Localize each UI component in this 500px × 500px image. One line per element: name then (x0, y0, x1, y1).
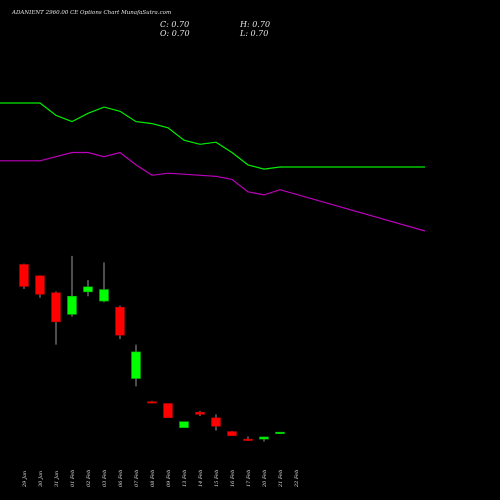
x-tick-label: 22 Feb (294, 470, 300, 488)
candle-10 (179, 421, 189, 428)
x-tick-label: 07 Feb (134, 470, 140, 487)
candle-body-down (163, 403, 173, 419)
x-tick-label: 03 Feb (102, 470, 108, 487)
candle-body-up (83, 286, 93, 293)
candle-8 (147, 400, 157, 404)
candle-1 (35, 275, 45, 298)
candle-16 (275, 431, 285, 434)
candle-0 (19, 263, 29, 289)
candle-5 (99, 262, 109, 303)
candle-body-down (147, 401, 157, 404)
candle-body-down (51, 292, 61, 323)
moving-average-purple-line (0, 151, 426, 232)
candle-2 (51, 291, 61, 345)
moving-average-green-line (0, 102, 425, 170)
x-tick-label: 20 Feb (262, 470, 268, 488)
candle-body-down (35, 275, 45, 295)
open-readout: O: 0.70 (160, 29, 190, 38)
candle-body-down (115, 306, 125, 336)
candle-body-up (131, 351, 141, 379)
candle-7 (131, 344, 141, 387)
candle-14 (243, 436, 253, 441)
candle-11 (195, 410, 205, 417)
candle-body-up (99, 289, 109, 302)
candle-body-up (67, 295, 77, 315)
x-tick-label: 16 Feb (230, 470, 236, 487)
candle-body-down (19, 264, 29, 287)
x-tick-label: 01 Feb (70, 470, 76, 487)
close-readout: C: 0.70 (160, 20, 190, 29)
candle-body-down (211, 417, 221, 427)
candle-3 (67, 255, 77, 317)
x-tick-label: 06 Feb (118, 470, 124, 487)
candle-12 (211, 414, 221, 431)
candle-layer (19, 255, 285, 442)
x-tick-label: 09 Feb (166, 470, 172, 487)
moving-average-layer (0, 102, 426, 232)
candle-body-up (275, 431, 285, 434)
candle-15 (259, 436, 269, 442)
x-tick-label: 13 Feb (182, 470, 188, 487)
candle-body-down (195, 411, 205, 415)
candle-4 (83, 280, 93, 297)
x-tick-label: 17 Feb (246, 470, 252, 487)
candle-6 (115, 305, 125, 340)
candle-body-up (259, 436, 269, 440)
candle-body-up (179, 421, 189, 428)
x-tick-label: 29 Jan (22, 471, 28, 488)
x-axis-labels: 29 Jan 30 Jan 31 Jan 01 Feb 02 Feb 03 Feb 06 F… (22, 470, 300, 488)
low-readout: L: 0.70 (240, 29, 269, 38)
chart-title: ADANIENT 2960.00 CE Options Chart Munafa… (12, 10, 172, 16)
candle-body-down (227, 431, 237, 437)
x-tick-label: 02 Feb (86, 470, 92, 487)
x-tick-label: 21 Feb (278, 470, 284, 488)
candle-body-down (243, 438, 253, 441)
candle-13 (227, 430, 237, 437)
high-readout: H: 0.70 (240, 20, 271, 29)
x-tick-label: 30 Jan (38, 471, 44, 487)
x-tick-label: 08 Feb (150, 470, 156, 487)
x-tick-label: 14 Feb (198, 470, 204, 487)
candle-9 (163, 403, 173, 419)
x-tick-label: 31 Jan (54, 471, 60, 487)
x-tick-label: 15 Feb (214, 470, 220, 487)
